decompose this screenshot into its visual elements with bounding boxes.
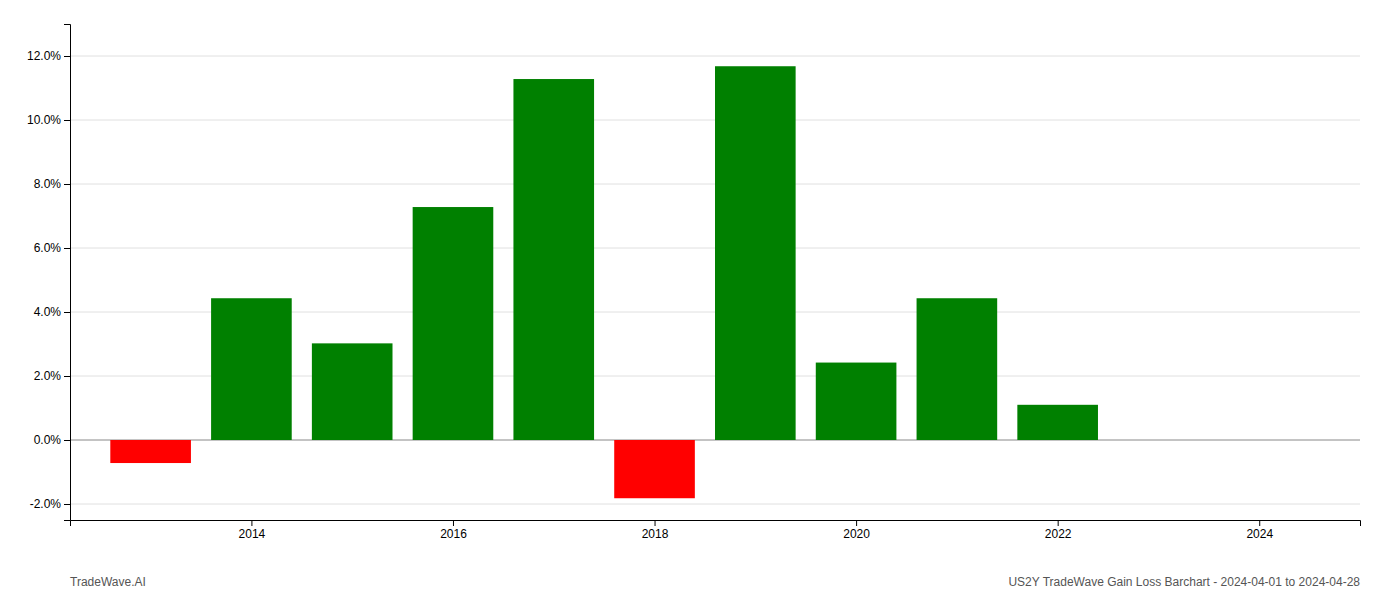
y-tick: 0.0% — [34, 433, 70, 447]
y-tick-label: 10.0% — [27, 113, 61, 127]
y-tick: -2.0% — [30, 497, 70, 511]
x-tick: 2022 — [1045, 520, 1072, 541]
x-axis: 2014 2016 2018 2020 2022 2024 — [71, 520, 1361, 541]
bar — [513, 79, 594, 440]
y-tick-mark — [64, 504, 70, 505]
bar — [715, 66, 796, 440]
y-tick-label: -2.0% — [30, 497, 62, 511]
x-tick-mark — [251, 520, 252, 526]
y-tick-mark — [64, 248, 70, 249]
bar — [1017, 405, 1098, 440]
y-tick: 10.0% — [27, 113, 70, 127]
x-tick-label: 2022 — [1045, 527, 1072, 541]
y-tick-label: 2.0% — [34, 369, 62, 383]
bar — [413, 207, 494, 440]
annotations: TradeWave.AI US2Y TradeWave Gain Loss Bar… — [70, 575, 1360, 589]
x-tick: 2014 — [239, 520, 266, 541]
x-tick: 2018 — [642, 520, 669, 541]
x-tick: 2020 — [843, 520, 870, 541]
y-tick: 12.0% — [27, 49, 70, 63]
y-tick-label: 0.0% — [34, 433, 62, 447]
x-tick-label: 2020 — [843, 527, 870, 541]
x-tick-mark — [856, 520, 857, 526]
y-tick-mark — [64, 312, 70, 313]
chart-container: 2014 2016 2018 2020 2022 2024 -2.0% 0.0% 2.0% 4.0… — [0, 0, 1400, 600]
y-axis-line — [64, 25, 71, 521]
y-tick-mark — [64, 120, 70, 121]
grid — [70, 56, 1360, 504]
footer-text: US2Y TradeWave Gain Loss Barchart - 2024… — [1008, 575, 1360, 589]
y-tick-mark — [64, 440, 70, 441]
y-tick: 8.0% — [34, 177, 70, 191]
y-tick: 4.0% — [34, 305, 70, 319]
y-tick-mark — [64, 376, 70, 377]
bar — [614, 440, 695, 498]
x-tick-mark — [655, 520, 656, 526]
x-tick-label: 2014 — [239, 527, 266, 541]
bar — [312, 343, 393, 440]
x-tick: 2024 — [1246, 520, 1273, 541]
chart-svg: 2014 2016 2018 2020 2022 2024 -2.0% 0.0% 2.0% 4.0… — [0, 0, 1400, 600]
x-tick-mark — [1058, 520, 1059, 526]
grid-line — [70, 504, 1360, 505]
x-tick-mark — [453, 520, 454, 526]
y-tick: 6.0% — [34, 241, 70, 255]
bar — [816, 363, 897, 440]
y-tick-label: 12.0% — [27, 49, 61, 63]
y-tick-mark — [64, 56, 70, 57]
x-tick-label: 2024 — [1246, 527, 1273, 541]
y-tick-label: 4.0% — [34, 305, 62, 319]
bar — [110, 440, 191, 463]
y-tick-label: 6.0% — [34, 241, 62, 255]
y-tick-mark — [64, 184, 70, 185]
footer-text: TradeWave.AI — [70, 575, 146, 589]
x-axis-line — [71, 521, 1361, 527]
x-tick-label: 2018 — [642, 527, 669, 541]
x-tick-mark — [1259, 520, 1260, 526]
bar — [211, 298, 292, 440]
y-tick: 2.0% — [34, 369, 70, 383]
y-tick-label: 8.0% — [34, 177, 62, 191]
x-tick: 2016 — [440, 520, 467, 541]
grid-line — [70, 56, 1360, 57]
bar — [917, 298, 998, 440]
plot-area — [110, 66, 1098, 498]
x-tick-label: 2016 — [440, 527, 467, 541]
y-axis: -2.0% 0.0% 2.0% 4.0% 6.0% 8.0% 10.0% 12.0% — [27, 25, 71, 521]
